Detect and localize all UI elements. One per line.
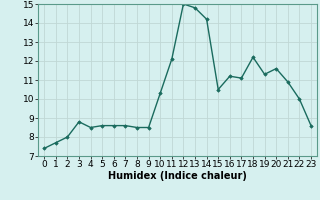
X-axis label: Humidex (Indice chaleur): Humidex (Indice chaleur)	[108, 171, 247, 181]
